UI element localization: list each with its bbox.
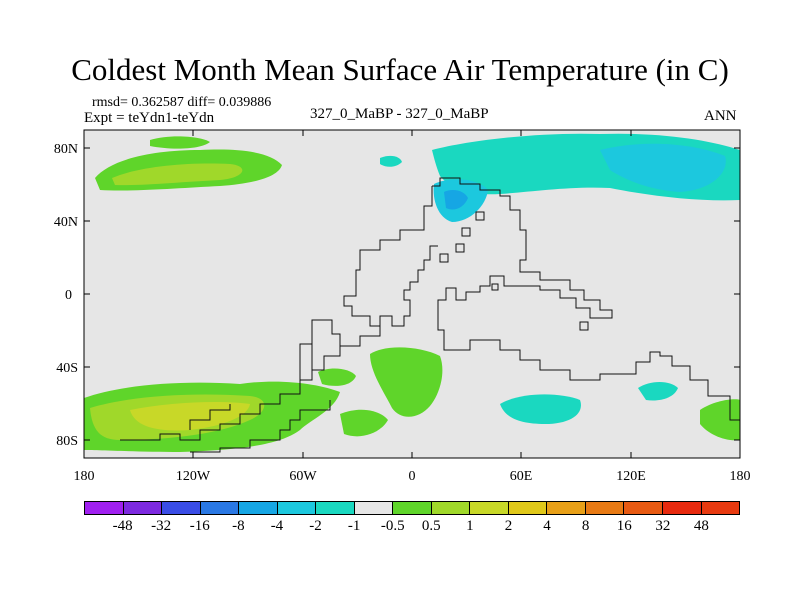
- colorbar-label-6: -1: [347, 518, 361, 534]
- colorbar-swatch-9: [431, 502, 471, 514]
- anomaly-fields: [84, 133, 740, 452]
- colorbar-swatch-0: [85, 502, 124, 514]
- colorbar-swatch-2: [162, 502, 201, 514]
- experiment-line: Expt = teYdn1-teYdn: [84, 110, 215, 126]
- colorbar-label-3: -8: [232, 518, 245, 534]
- anomaly-south-pacific-small-green: [318, 368, 356, 386]
- lon-tick-180e: 180: [730, 469, 751, 484]
- lon-tick-120e: 120E: [616, 469, 646, 484]
- colorbar-labels: -48 -32 -16 -8 -4 -2 -1 -0.5 0.5 1 2 4 8 16 32 48: [84, 518, 740, 538]
- anomaly-north-small-green: [150, 136, 210, 149]
- anomaly-europe-teal-core: [444, 190, 468, 210]
- colorbar-swatch-16: [701, 502, 740, 514]
- colorbar-swatch-1: [123, 502, 163, 514]
- anomaly-south-atlantic-south-green: [340, 409, 388, 437]
- axis-ticks: [83, 130, 741, 458]
- colorbar-swatch-10: [470, 502, 509, 514]
- colorbar: [84, 501, 740, 515]
- colorbar-swatch-5: [277, 502, 317, 514]
- anomaly-south-indian-cyan: [500, 394, 581, 424]
- colorbar-swatch-15: [662, 502, 702, 514]
- colorbar-label-2: -16: [189, 518, 210, 534]
- colorbar-label-15: 48: [693, 518, 709, 534]
- lon-tick-60e: 60E: [510, 469, 533, 484]
- season-label: ANN: [704, 108, 737, 124]
- colorbar-label-1: -32: [151, 518, 172, 534]
- colorbar-label-10: 2: [504, 518, 513, 534]
- colorbar-swatch-8: [393, 502, 432, 514]
- lat-tick-80n: 80N: [54, 142, 78, 157]
- lon-tick-120w: 120W: [176, 469, 211, 484]
- lon-tick-180w: 180: [74, 469, 95, 484]
- colorbar-label-12: 8: [581, 518, 590, 534]
- colorbar-label-7: -0.5: [380, 518, 405, 534]
- lat-tick-40s: 40S: [56, 361, 78, 376]
- plot-title: Coldest Month Mean Surface Air Temperatu…: [71, 52, 729, 87]
- lon-tick-0: 0: [409, 469, 416, 484]
- continent-outlines: [120, 177, 740, 453]
- colorbar-label-13: 16: [616, 518, 632, 534]
- continent-outline-main: [432, 177, 740, 421]
- colorbar-swatch-14: [624, 502, 663, 514]
- lon-tick-60w: 60W: [289, 469, 317, 484]
- colorbar-label-14: 32: [655, 518, 671, 534]
- cases-line: 327_0_MaBP - 327_0_MaBP: [310, 106, 489, 122]
- anomaly-south-pacific-cyan: [638, 382, 678, 401]
- lat-tick-40n: 40N: [54, 215, 78, 230]
- colorbar-swatch-11: [508, 502, 548, 514]
- anomaly-south-band-yellow: [130, 402, 250, 431]
- anomaly-arctic-cyan-core: [600, 143, 726, 192]
- continent-outline-south: [120, 326, 381, 441]
- colorbar-swatch-12: [547, 502, 586, 514]
- colorbar-label-4: -4: [270, 518, 284, 534]
- anomaly-small-teal: [380, 155, 402, 167]
- colorbar-swatch-13: [585, 502, 625, 514]
- colorbar-label-5: -2: [309, 518, 322, 534]
- colorbar-label-9: 1: [466, 518, 474, 534]
- colorbar-label-0: -48: [112, 518, 133, 534]
- continent-outline-west: [189, 319, 341, 453]
- anomaly-north-band-yellowgreen: [112, 163, 243, 186]
- colorbar-label-11: 4: [543, 518, 551, 534]
- colorbar-label-8: 0.5: [421, 518, 441, 534]
- colorbar-swatch-3: [200, 502, 240, 514]
- colorbar-swatch-4: [239, 502, 278, 514]
- lat-tick-0: 0: [65, 288, 72, 303]
- colorbar-swatch-7: [354, 502, 394, 514]
- colorbar-swatch-6: [316, 502, 355, 514]
- stats-line: rmsd= 0.362587 diff= 0.039886: [92, 95, 272, 110]
- lat-tick-80s: 80S: [56, 434, 78, 449]
- anomaly-south-atlantic-green: [370, 347, 443, 417]
- continent-outline-small: [439, 211, 589, 331]
